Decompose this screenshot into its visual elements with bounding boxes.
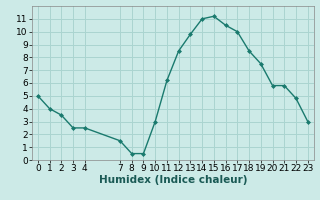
X-axis label: Humidex (Indice chaleur): Humidex (Indice chaleur): [99, 175, 247, 185]
